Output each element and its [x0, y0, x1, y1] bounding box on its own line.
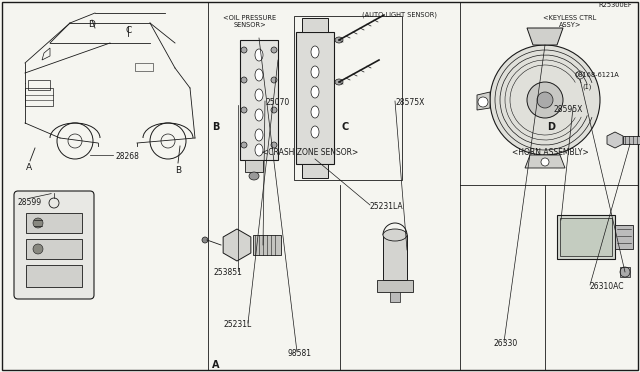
Polygon shape	[223, 229, 251, 261]
Ellipse shape	[311, 66, 319, 78]
Circle shape	[490, 45, 600, 155]
Ellipse shape	[255, 144, 263, 156]
Bar	[25, 88, 53, 106]
Circle shape	[33, 244, 43, 254]
Circle shape	[541, 158, 549, 166]
Bar	[26, 265, 82, 287]
Text: C: C	[342, 122, 349, 132]
Bar	[245, 160, 263, 172]
Ellipse shape	[311, 86, 319, 98]
Text: <HORN ASSEMBLY>: <HORN ASSEMBLY>	[511, 148, 588, 157]
Ellipse shape	[255, 89, 263, 101]
Circle shape	[537, 92, 553, 108]
Text: 28575X: 28575X	[395, 98, 424, 107]
Bar	[623, 136, 640, 144]
Ellipse shape	[255, 69, 263, 81]
Text: <KEYLESS CTRL
ASSY>: <KEYLESS CTRL ASSY>	[543, 15, 596, 28]
Bar	[26, 213, 82, 233]
Ellipse shape	[311, 126, 319, 138]
Text: 08168-6121A: 08168-6121A	[575, 72, 620, 78]
Text: 25231L: 25231L	[224, 320, 252, 329]
Circle shape	[271, 142, 277, 148]
Ellipse shape	[335, 79, 343, 85]
Bar	[26, 239, 82, 259]
Ellipse shape	[255, 49, 263, 61]
Circle shape	[527, 82, 563, 118]
Text: 253851: 253851	[214, 268, 243, 277]
Text: (1): (1)	[582, 84, 592, 90]
Bar	[302, 18, 328, 32]
Ellipse shape	[311, 46, 319, 58]
FancyBboxPatch shape	[14, 191, 94, 299]
Bar	[240, 40, 278, 160]
Text: B: B	[175, 166, 181, 175]
Circle shape	[241, 47, 247, 53]
Ellipse shape	[335, 37, 343, 43]
Circle shape	[241, 142, 247, 148]
Text: 26330: 26330	[494, 339, 518, 348]
Bar	[294, 16, 402, 180]
Polygon shape	[525, 155, 565, 168]
Circle shape	[271, 107, 277, 113]
Bar	[383, 235, 407, 280]
Bar	[557, 215, 615, 259]
Text: (AUTO LIGHT SENSOR): (AUTO LIGHT SENSOR)	[362, 12, 438, 18]
Text: 25070: 25070	[265, 98, 289, 107]
Ellipse shape	[255, 109, 263, 121]
Circle shape	[271, 47, 277, 53]
Text: A: A	[26, 163, 32, 172]
Bar	[302, 164, 328, 178]
Text: 28599: 28599	[18, 198, 42, 207]
Bar	[135, 63, 153, 71]
Ellipse shape	[202, 237, 208, 243]
Text: C: C	[125, 26, 131, 35]
Text: 98581: 98581	[287, 349, 311, 358]
Text: 28595X: 28595X	[553, 105, 582, 114]
Circle shape	[33, 218, 43, 228]
Circle shape	[241, 77, 247, 83]
Text: <OIL PRESSURE
SENSOR>: <OIL PRESSURE SENSOR>	[223, 15, 276, 28]
Bar	[390, 292, 400, 302]
Ellipse shape	[255, 129, 263, 141]
Text: 25231LA: 25231LA	[370, 202, 404, 211]
Text: 26310AC: 26310AC	[590, 282, 625, 291]
Bar	[615, 225, 633, 249]
Bar	[296, 32, 334, 164]
Text: D: D	[88, 20, 95, 29]
Circle shape	[241, 107, 247, 113]
Text: A: A	[212, 360, 220, 370]
Polygon shape	[607, 132, 623, 148]
Bar	[253, 235, 281, 255]
Bar	[28, 80, 50, 90]
Bar	[560, 218, 612, 256]
Text: <CRASH ZONE SENSOR>: <CRASH ZONE SENSOR>	[262, 148, 358, 157]
Circle shape	[478, 97, 488, 107]
Ellipse shape	[311, 106, 319, 118]
Polygon shape	[620, 267, 630, 277]
Polygon shape	[477, 92, 490, 110]
Bar	[377, 280, 413, 292]
Text: D: D	[547, 122, 555, 132]
Text: 28268: 28268	[115, 152, 139, 161]
Ellipse shape	[249, 172, 259, 180]
Ellipse shape	[383, 229, 407, 241]
Circle shape	[271, 77, 277, 83]
Polygon shape	[527, 28, 563, 45]
Text: R25300EF: R25300EF	[598, 2, 632, 8]
Text: B: B	[212, 122, 220, 132]
